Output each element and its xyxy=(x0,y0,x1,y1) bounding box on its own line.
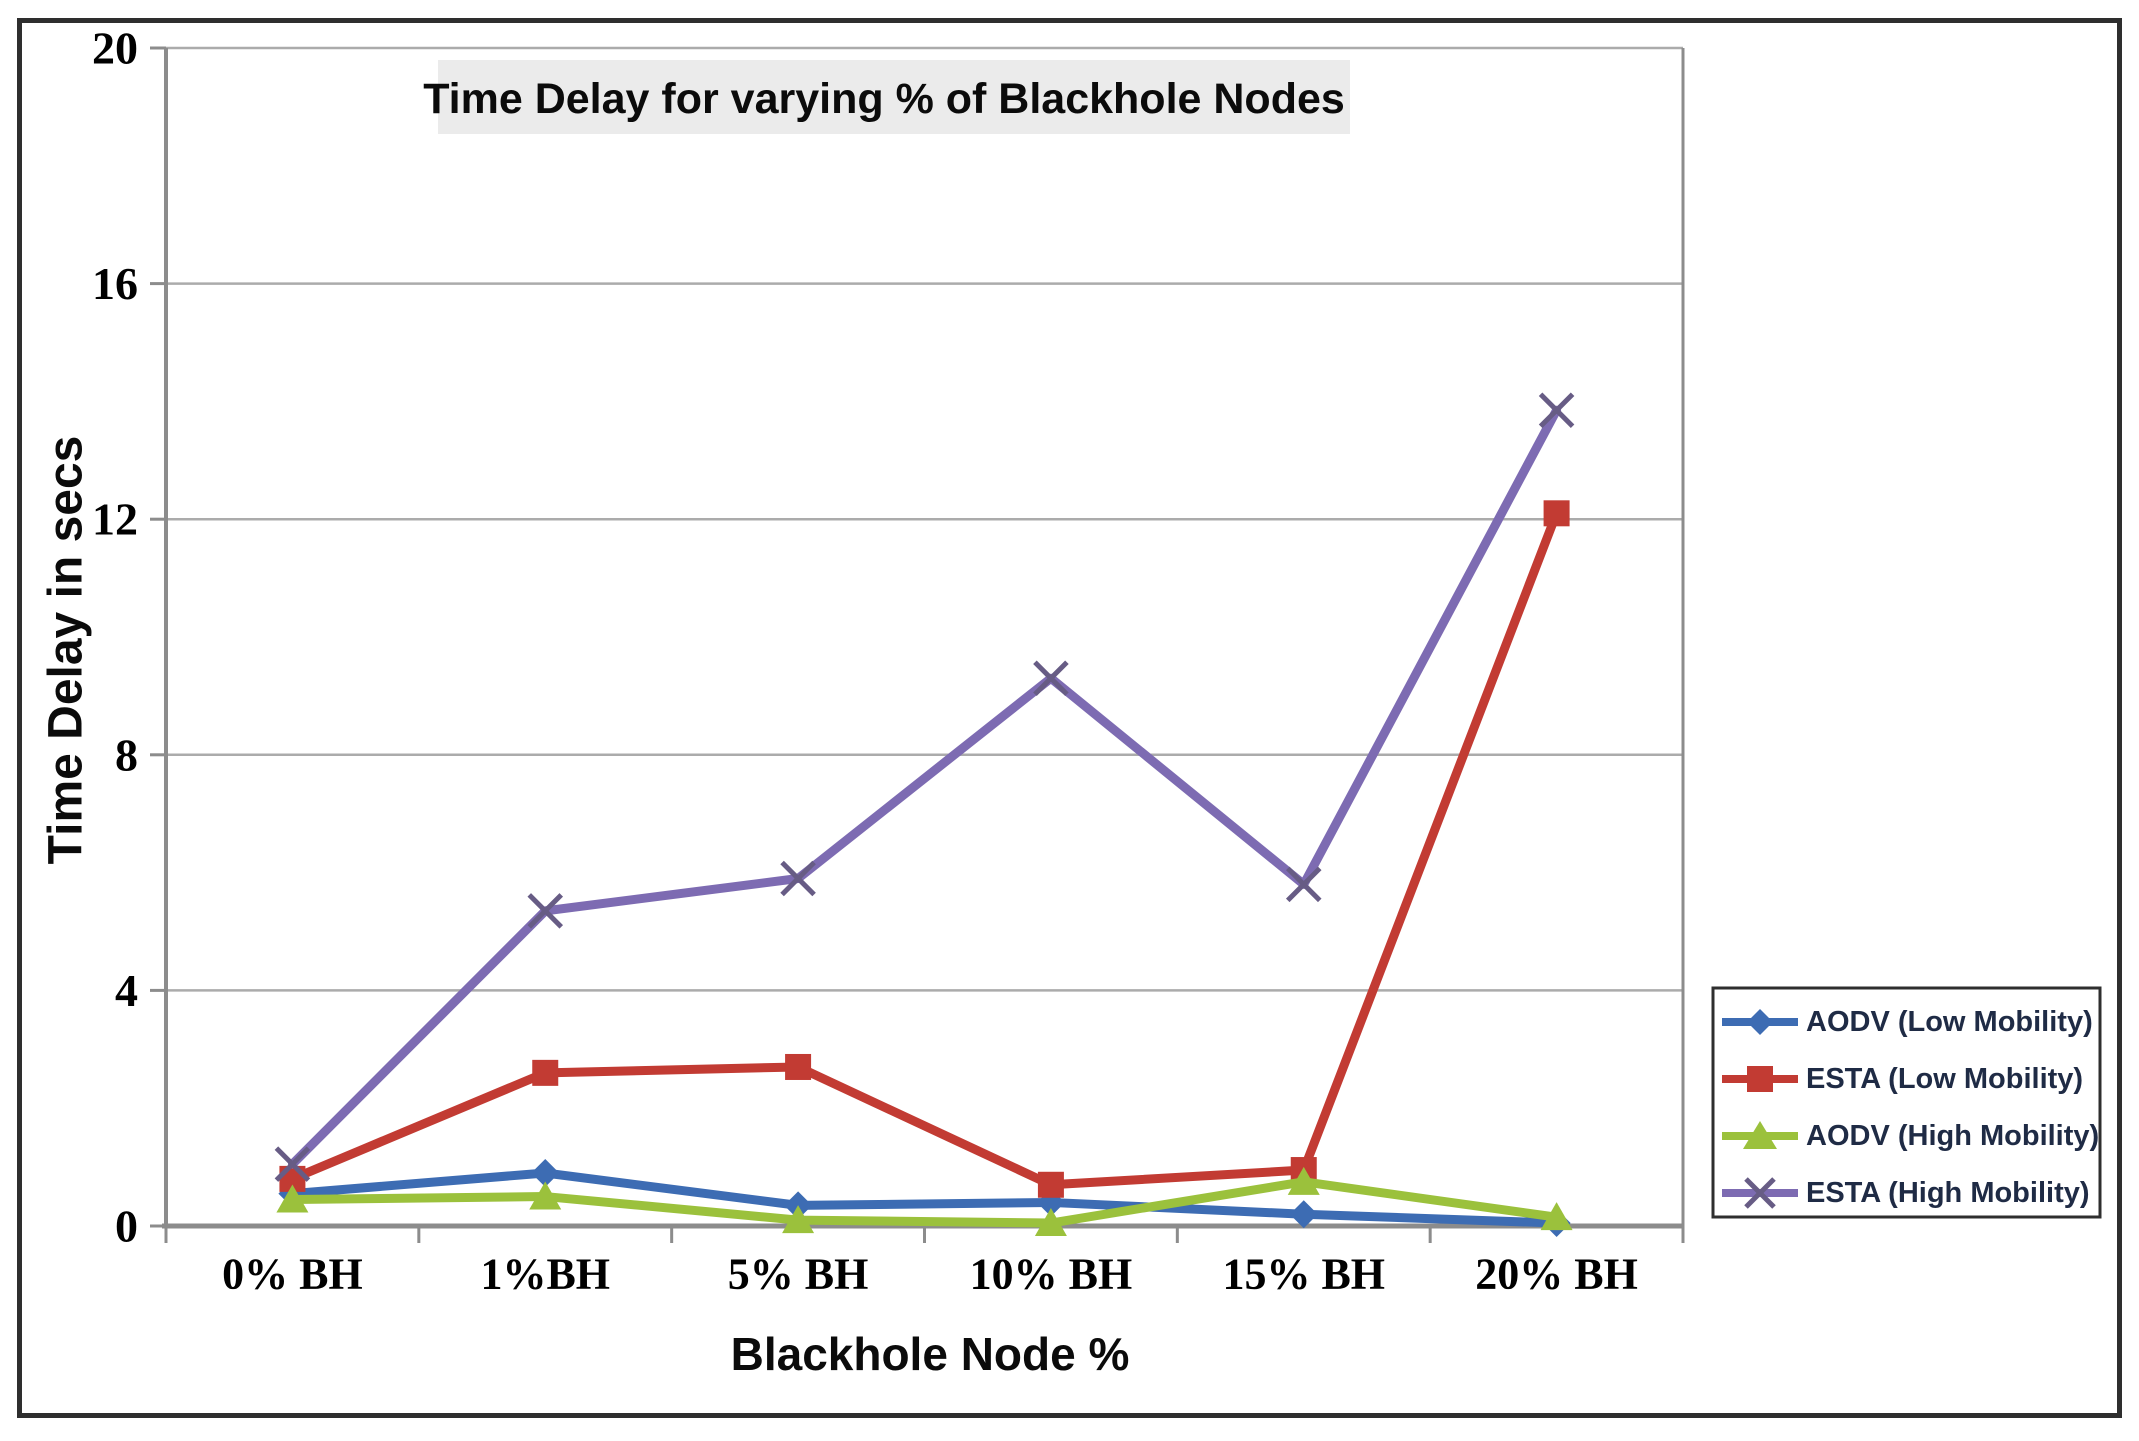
esta-low-mobility-marker-1 xyxy=(532,1059,559,1086)
x-tick-label-1: 1%BH xyxy=(480,1250,610,1299)
y-tick-label-16: 16 xyxy=(92,258,138,309)
legend-entry: AODV (High Mobility) xyxy=(1722,1120,2099,1152)
x-axis-title: Blackhole Node % xyxy=(731,1328,1130,1380)
y-tick-label-0: 0 xyxy=(115,1201,138,1252)
y-tick-label-4: 4 xyxy=(115,965,138,1016)
esta-high-mobility-marker-0 xyxy=(274,1146,311,1182)
esta-low-mobility-marker-2 xyxy=(785,1053,812,1080)
aodv-high-mobility-marker-5 xyxy=(1540,1202,1573,1231)
esta-low-mobility-marker-5 xyxy=(1543,500,1570,527)
legend-label: ESTA (High Mobility) xyxy=(1806,1177,2090,1209)
aodv-high-mobility-line xyxy=(287,1177,1562,1228)
legend-marker-triangle-icon xyxy=(1743,1121,1777,1149)
legend-box xyxy=(1711,986,2102,1219)
esta-low-mobility-line xyxy=(287,508,1562,1190)
esta-high-mobility-marker-5 xyxy=(1538,392,1575,429)
aodv-high-mobility-marker-3 xyxy=(1034,1208,1067,1237)
y-tick-label-8: 8 xyxy=(115,729,138,780)
legend-marker-x-icon xyxy=(1744,1177,1776,1209)
x-tick-label-4: 15% BH xyxy=(1222,1250,1385,1299)
x-tick-label-5: 20% BH xyxy=(1475,1250,1638,1299)
y-axis-title: Time Delay in secs xyxy=(40,436,93,865)
legend-entry: AODV (Low Mobility) xyxy=(1722,1006,2093,1038)
legend-marker-diamond-icon xyxy=(1747,1009,1773,1035)
x-tick-label-3: 10% BH xyxy=(970,1250,1133,1299)
legend: AODV (Low Mobility) ESTA (Low Mobility) … xyxy=(1711,986,2102,1219)
legend-marker-square-icon xyxy=(1747,1066,1773,1092)
legend-entry: ESTA (Low Mobility) xyxy=(1722,1063,2083,1095)
x-tick-label-0: 0% BH xyxy=(222,1250,363,1299)
legend-label: AODV (High Mobility) xyxy=(1806,1120,2099,1152)
esta-low-mobility-marker-3 xyxy=(1037,1171,1064,1198)
plot-area: 0 4 8 12 16 20 0% BH 1%BH 5% BH 10% BH 15% BH 20% B… xyxy=(92,23,1685,1299)
legend-label: ESTA (Low Mobility) xyxy=(1806,1063,2083,1095)
aodv-high-mobility-marker-1 xyxy=(529,1181,562,1210)
chart-title: Time Delay for varying % of Blackhole No… xyxy=(423,75,1345,123)
esta-high-mobility-marker-3 xyxy=(1033,660,1069,696)
aodv-high-mobility-marker-2 xyxy=(782,1205,815,1234)
esta-high-mobility-marker-1 xyxy=(527,893,564,929)
esta-high-mobility-marker-2 xyxy=(780,860,816,897)
y-tick-label-20: 20 xyxy=(92,23,138,74)
legend-label: AODV (Low Mobility) xyxy=(1806,1006,2093,1038)
aodv-high-mobility-marker-4 xyxy=(1287,1166,1320,1195)
aodv-low-mobility-marker-4 xyxy=(1289,1200,1318,1229)
aodv-high-mobility-marker-0 xyxy=(276,1184,309,1213)
y-tick-label-12: 12 xyxy=(92,494,138,545)
chart-title-background xyxy=(438,60,1350,134)
legend-entry: ESTA (High Mobility) xyxy=(1722,1177,2090,1209)
esta-high-mobility-line xyxy=(287,405,1562,1169)
x-tick-label-2: 5% BH xyxy=(728,1250,869,1299)
aodv-low-mobility-marker-1 xyxy=(531,1158,560,1187)
aodv-low-mobility-line xyxy=(287,1168,1562,1228)
esta-high-mobility-marker-4 xyxy=(1285,866,1322,903)
